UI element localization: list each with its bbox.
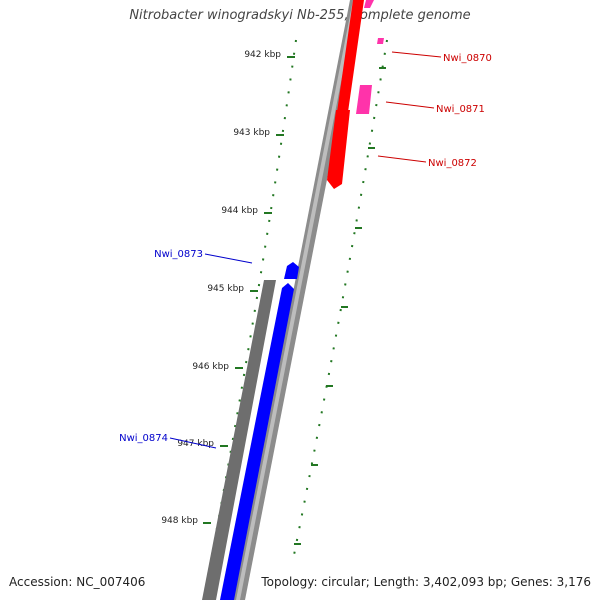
backbone-highlight bbox=[236, 0, 357, 600]
gene-feature-nwi-0870-rna[interactable] bbox=[364, 0, 374, 8]
outer-tick-marks bbox=[294, 67, 386, 545]
leader-line-nwi-0872 bbox=[377, 155, 427, 163]
genome-summary-text: Topology: circular; Length: 3,402,093 bp… bbox=[261, 575, 591, 589]
rna-marker-top[interactable] bbox=[377, 38, 384, 44]
leader-line-nwi-0871 bbox=[385, 101, 435, 109]
tick-label-943: 943 kbp bbox=[233, 128, 270, 138]
gene-feature-nwi-0870[interactable] bbox=[337, 0, 364, 112]
tick-label-944: 944 kbp bbox=[221, 206, 258, 216]
gene-feature-nwi-0872[interactable] bbox=[327, 110, 350, 189]
gene-label-nwi-0870[interactable]: Nwi_0870 bbox=[443, 53, 492, 64]
tick-label-946: 946 kbp bbox=[192, 362, 229, 372]
outer-guide-ring bbox=[292, 39, 388, 561]
leader-line-nwi-0873 bbox=[204, 253, 253, 264]
gene-feature-nwi-0873[interactable] bbox=[284, 262, 299, 279]
tick-label-948: 948 kbp bbox=[161, 516, 198, 526]
tick-label-945: 945 kbp bbox=[207, 284, 244, 294]
gene-feature-nwi-0874[interactable] bbox=[220, 283, 294, 600]
gene-label-nwi-0872[interactable]: Nwi_0872 bbox=[428, 158, 477, 169]
reverse-strand-band bbox=[202, 280, 276, 600]
gene-feature-nwi-0871[interactable] bbox=[356, 85, 372, 114]
gene-label-nwi-0873[interactable]: Nwi_0873 bbox=[154, 249, 203, 260]
accession-text: Accession: NC_007406 bbox=[9, 575, 146, 589]
map-title: Nitrobacter winogradskyi Nb-255, complet… bbox=[129, 8, 471, 23]
leader-line-nwi-0874 bbox=[169, 437, 217, 449]
gene-label-nwi-0871[interactable]: Nwi_0871 bbox=[436, 104, 485, 115]
leader-line-nwi-0870 bbox=[391, 51, 442, 58]
tick-marks bbox=[203, 56, 295, 524]
gene-label-nwi-0874[interactable]: Nwi_0874 bbox=[119, 433, 168, 444]
tick-label-942: 942 kbp bbox=[244, 50, 281, 60]
